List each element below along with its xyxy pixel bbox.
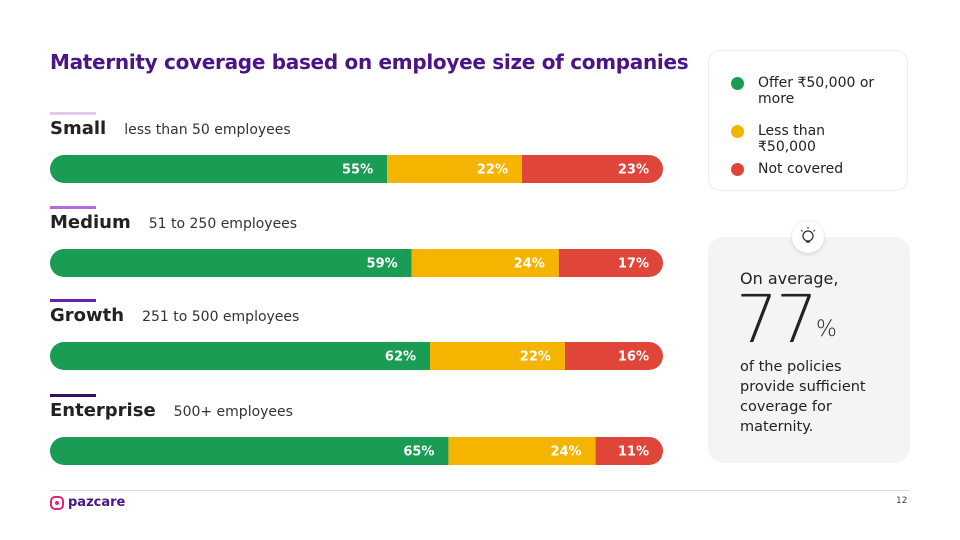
bar-row: [50, 249, 663, 277]
bar-segment: [522, 155, 663, 183]
bar-segment: [50, 437, 449, 465]
bar-segment: [50, 342, 431, 370]
legend: Offer ₹50,000 or more Less than ₹50,000 No…: [708, 50, 908, 191]
callout-value: 77: [736, 281, 818, 358]
category-label: Medium: [50, 212, 131, 233]
legend-item: Offer ₹50,000 or more: [731, 75, 881, 107]
value-label: 24%: [550, 445, 581, 460]
category-label: Small: [50, 118, 107, 139]
callout-intro: On average,: [740, 269, 839, 288]
bar-row: [50, 155, 663, 183]
bar-row: [50, 437, 663, 465]
legend-label: Offer ₹50,000 or more: [758, 75, 875, 107]
accent-line: [50, 206, 96, 209]
page-number: 12: [896, 496, 908, 506]
value-label: 16%: [618, 350, 649, 365]
bar-segment: [50, 155, 388, 183]
legend-item: Not covered: [731, 161, 881, 177]
bulb-glyph: [800, 227, 816, 243]
bar-segment: [411, 249, 559, 277]
category-description: 51 to 250 employees: [148, 216, 298, 232]
category-description: 251 to 500 employees: [142, 309, 300, 325]
legend-label: Less than ₹50,000: [758, 123, 826, 155]
logo-mark: [50, 495, 64, 510]
value-label: 65%: [403, 445, 434, 460]
accent-line: [50, 299, 96, 302]
value-label: 62%: [385, 350, 416, 365]
category-description: 500+ employees: [173, 404, 293, 420]
callout-text: of the policies provide sufficient cover…: [740, 359, 866, 435]
value-label: 22%: [477, 163, 508, 178]
brand: pazcare: [68, 495, 126, 510]
legend-swatch: [731, 125, 744, 138]
accent-line: [50, 112, 96, 115]
bar-segment: [387, 155, 523, 183]
accent-line: [50, 394, 96, 397]
value-label: 55%: [342, 163, 373, 178]
value-label: 59%: [367, 257, 398, 272]
callout-unit: %: [816, 317, 837, 342]
bar-segment: [558, 249, 663, 277]
callout-box: On average, 77 % of the policies provide…: [708, 237, 910, 463]
category-label: Growth: [50, 305, 125, 326]
legend-item: Less than ₹50,000: [731, 123, 881, 155]
value-label: 22%: [520, 350, 551, 365]
category-label: Enterprise: [50, 400, 156, 421]
legend-label: Not covered: [758, 161, 844, 177]
bar-row: [50, 342, 663, 370]
category-description: less than 50 employees: [124, 122, 291, 138]
row-header: Medium 51 to 250 employees: [50, 212, 297, 233]
bar-segment: [564, 342, 663, 370]
legend-swatch: [731, 163, 744, 176]
value-label: 17%: [618, 257, 649, 272]
footer-rule: [50, 490, 910, 491]
logo: pazcare: [50, 495, 125, 510]
chart-title: Maternity coverage based on employee siz…: [50, 50, 689, 74]
bar-segment: [430, 342, 565, 370]
row-header: Small less than 50 employees: [50, 118, 291, 139]
value-label: 24%: [514, 257, 545, 272]
bulb-icon: [792, 221, 824, 253]
row-header: Growth 251 to 500 employees: [50, 305, 299, 326]
legend-swatch: [731, 77, 744, 90]
value-label: 23%: [618, 163, 649, 178]
value-label: 11%: [618, 445, 649, 460]
bar-segment: [448, 437, 596, 465]
bar-segment: [595, 437, 663, 465]
row-header: Enterprise 500+ employees: [50, 400, 293, 421]
bar-segment: [50, 249, 412, 277]
